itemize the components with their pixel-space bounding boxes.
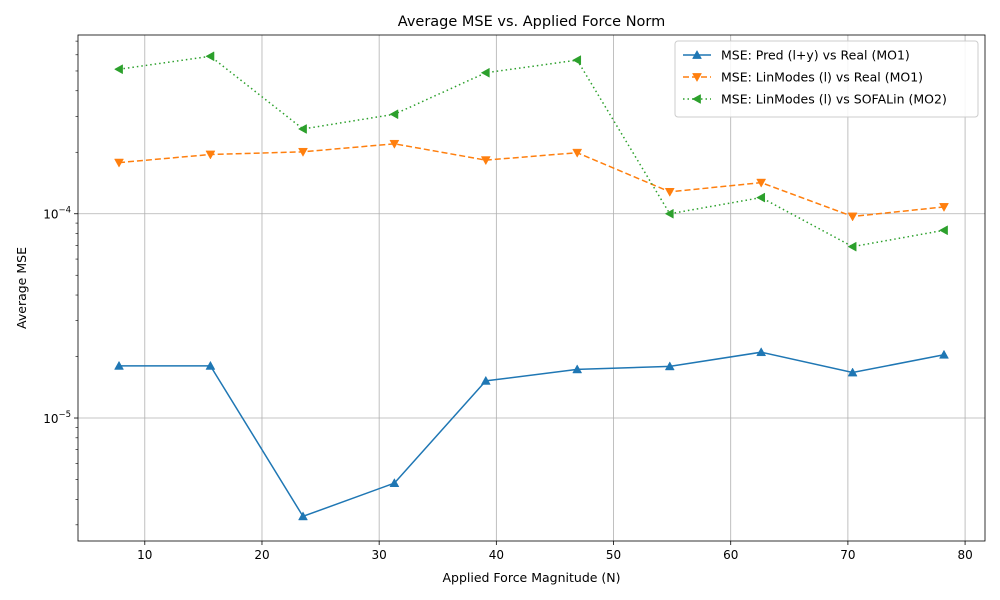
data-point <box>297 124 307 134</box>
data-point <box>664 187 675 197</box>
data-point <box>298 511 308 521</box>
data-point <box>847 241 857 252</box>
legend-entry: MSE: LinModes (l) vs Real (MO1) <box>683 70 923 85</box>
data-point <box>298 147 308 157</box>
data-point <box>756 178 767 188</box>
data-point <box>756 192 766 203</box>
data-point <box>114 158 124 168</box>
data-point <box>939 203 949 212</box>
data-point <box>480 156 491 166</box>
legend-marker <box>692 73 702 83</box>
data-point <box>572 55 582 66</box>
series-line <box>119 351 945 518</box>
data-point <box>205 150 216 160</box>
data-point <box>847 367 858 377</box>
data-point <box>847 212 858 222</box>
x-tick-label: 80 <box>957 548 972 562</box>
y-tick-label: 10−4 <box>43 206 71 222</box>
series-1 <box>114 347 949 521</box>
y-axis-label: Average MSE <box>14 247 29 329</box>
legend-marker <box>692 49 702 59</box>
legend-label: MSE: LinModes (l) vs SOFALin (MO2) <box>721 92 947 107</box>
data-point <box>389 139 400 149</box>
legend-entry: MSE: LinModes (l) vs SOFALin (MO2) <box>683 92 947 107</box>
data-point <box>756 347 767 357</box>
legend-box <box>674 40 979 118</box>
legend-label: MSE: Pred (l+y) vs Real (MO1) <box>721 48 910 63</box>
series-2 <box>114 139 949 222</box>
plot-frame <box>77 34 986 542</box>
data-point <box>114 360 124 370</box>
x-tick-label: 20 <box>254 548 269 562</box>
x-axis-label: Applied Force Magnitude (N) <box>442 570 620 585</box>
legend-entry: MSE: Pred (l+y) vs Real (MO1) <box>683 48 910 63</box>
data-point <box>572 148 583 158</box>
legend-label: MSE: LinModes (l) vs Real (MO1) <box>721 70 923 85</box>
x-tick-label: 60 <box>723 548 738 562</box>
data-point <box>113 64 123 75</box>
series-3 <box>113 51 948 252</box>
data-point <box>939 349 949 359</box>
data-point <box>572 364 583 374</box>
data-point <box>389 109 399 120</box>
data-point <box>480 67 490 78</box>
data-point <box>205 360 216 370</box>
y-tick-label: 10−5 <box>43 410 71 426</box>
data-point <box>938 225 948 236</box>
x-tick-label: 70 <box>840 548 855 562</box>
x-tick-label: 40 <box>489 548 504 562</box>
legend: MSE: Pred (l+y) vs Real (MO1) MSE: LinMod… <box>674 40 979 118</box>
chart-title: Average MSE vs. Applied Force Norm <box>398 14 666 30</box>
ticks: 10 20 30 40 50 60 70 80 10−5 10−4 <box>43 40 973 562</box>
x-tick-label: 30 <box>372 548 387 562</box>
data-point <box>664 208 674 219</box>
series-line <box>118 55 945 248</box>
grid <box>78 35 985 541</box>
data-point <box>664 361 675 371</box>
x-tick-label: 50 <box>606 548 621 562</box>
series-layer <box>113 51 949 521</box>
x-tick-label: 10 <box>137 548 152 562</box>
series-line <box>118 143 945 218</box>
data-point <box>205 51 215 62</box>
legend-marker <box>691 94 701 104</box>
data-point <box>389 478 400 487</box>
data-point <box>480 375 491 385</box>
